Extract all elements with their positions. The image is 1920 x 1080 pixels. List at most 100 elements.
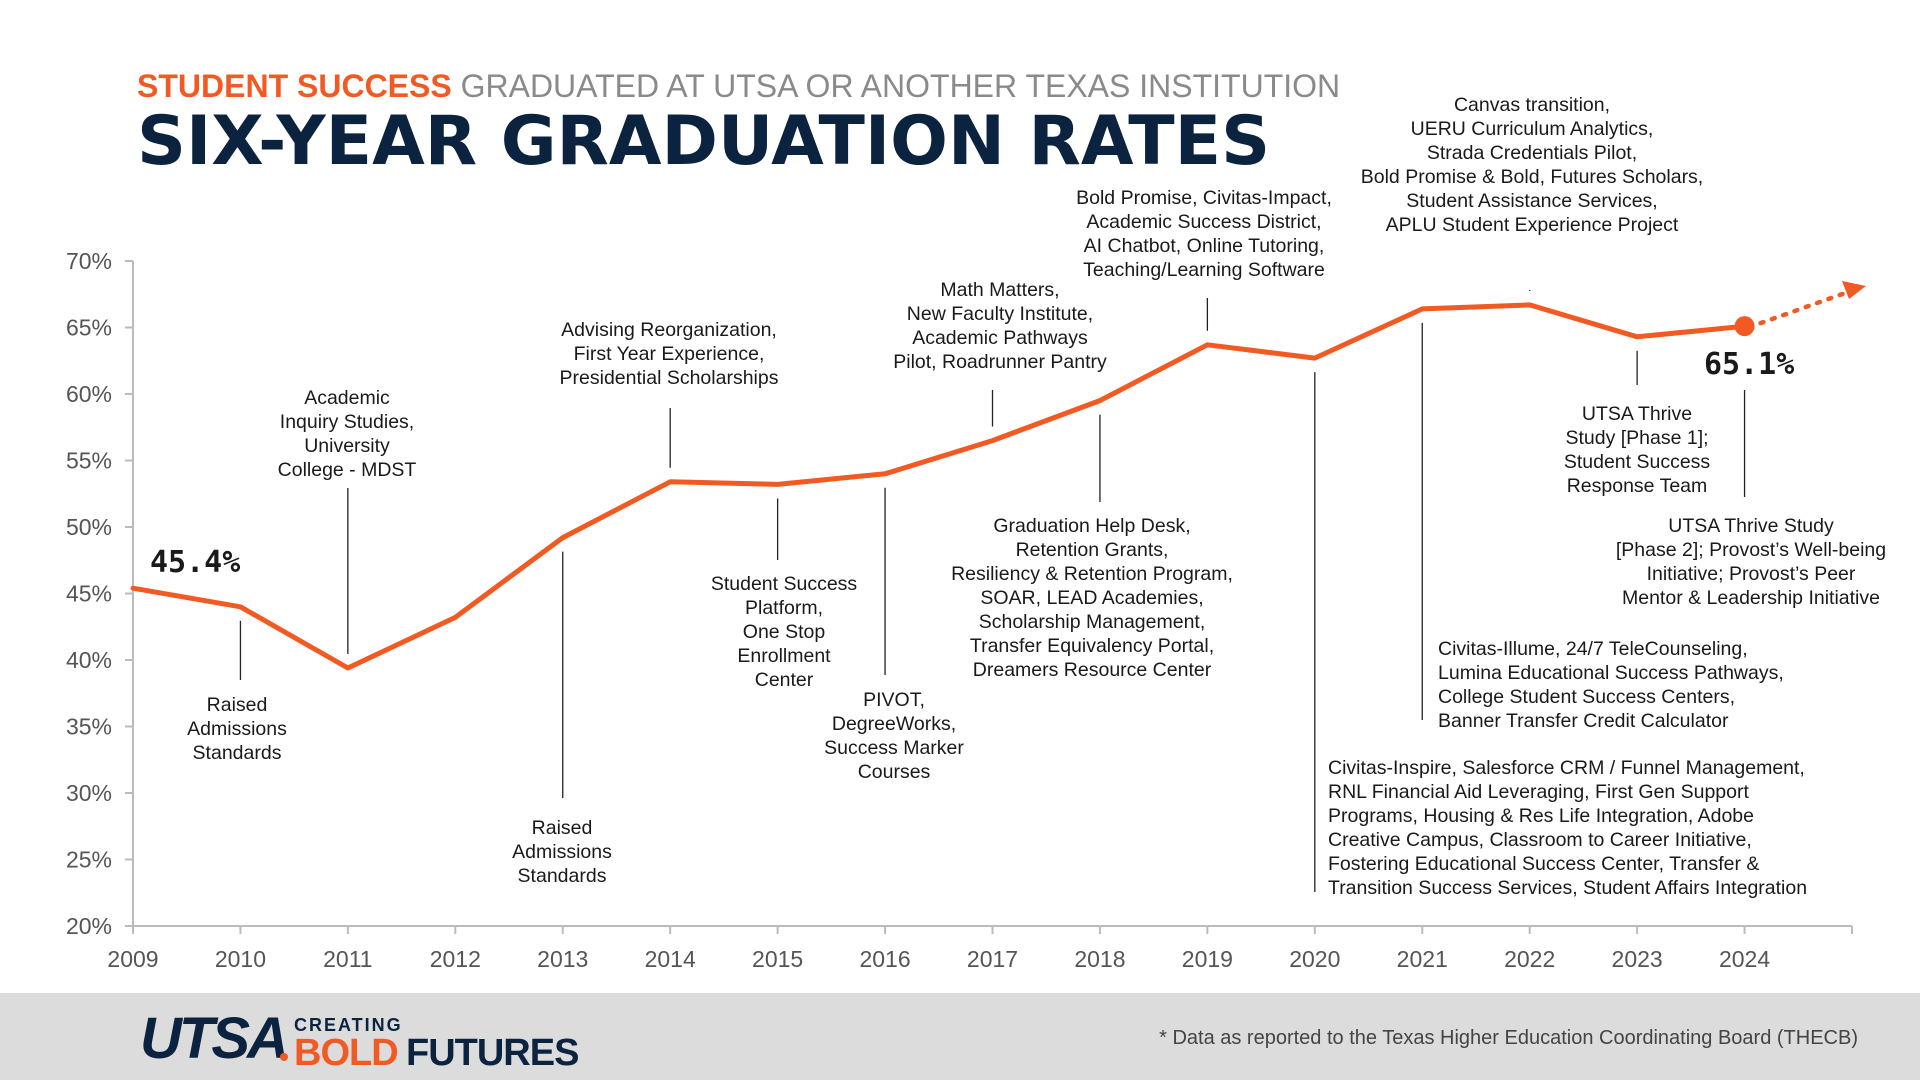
y-tick-label: 50% (66, 514, 112, 540)
logo-creating-text: CREATING (294, 1015, 403, 1035)
data-source-footnote: * Data as reported to the Texas Higher E… (1159, 1027, 1858, 1049)
x-tick-label: 2020 (1289, 946, 1340, 972)
logo-futures-text: FUTURES (406, 1032, 579, 1074)
annotation-text-line: Bold Promise, Civitas-Impact, (1076, 187, 1332, 209)
y-tick-label: 60% (66, 381, 112, 407)
annotation-text-line: Inquiry Studies, (280, 411, 414, 433)
annotation-text-line: UTSA Thrive (1582, 403, 1692, 425)
annotation-text-line: Study [Phase 1]; (1565, 427, 1708, 449)
annotation-text-line: Retention Grants, (1016, 539, 1169, 561)
annotation-text-line: Initiative; Provost’s Peer (1647, 563, 1856, 585)
annotation-text-line: Student Success (1564, 451, 1711, 473)
annotation-text-line: Academic (304, 387, 390, 409)
kicker-accent: STUDENT SUCCESS (137, 68, 452, 104)
annotation-text-line: Platform, (745, 597, 823, 619)
annotation-text-line: Teaching/Learning Software (1083, 259, 1325, 281)
annotation-text-line: Transition Success Services, Student Aff… (1328, 877, 1807, 899)
annotation-text-line: Raised (207, 694, 268, 716)
annotation-text-line: Civitas-Inspire, Salesforce CRM / Funnel… (1328, 757, 1805, 779)
annotation-text-line: Enrollment (737, 645, 831, 667)
annotation-text-line: College Student Success Centers, (1438, 686, 1735, 708)
annotation-text-line: Fostering Educational Success Center, Tr… (1328, 853, 1759, 875)
annotation-text-line: Graduation Help Desk, (993, 515, 1190, 537)
annotation-text-line: University (304, 435, 390, 457)
annotation-text-line: New Faculty Institute, (907, 303, 1093, 325)
trend-arrow-head (1842, 281, 1866, 299)
annotation-text-line: Civitas-Illume, 24/7 TeleCounseling, (1438, 638, 1748, 660)
annotation-text-line: UERU Curriculum Analytics, (1411, 118, 1654, 140)
x-tick-label: 2014 (645, 946, 696, 972)
annotation-text-line: Raised (532, 817, 593, 839)
chart-kicker: STUDENT SUCCESS GRADUATED AT UTSA OR ANO… (137, 66, 1340, 106)
x-tick-label: 2016 (859, 946, 910, 972)
x-tick-label: 2010 (215, 946, 266, 972)
annotation-text-line: APLU Student Experience Project (1386, 214, 1679, 236)
annotation-text-line: Scholarship Management, (979, 611, 1206, 633)
annotation-text-line: Center (755, 669, 814, 691)
annotation-text-line: College - MDST (278, 459, 417, 481)
x-tick-label: 2024 (1719, 946, 1770, 972)
logo-bold-text: BOLD (294, 1032, 399, 1074)
y-tick-label: 25% (66, 847, 112, 873)
annotation-text-line: One Stop (743, 621, 826, 643)
annotation-text-line: Advising Reorganization, (561, 319, 777, 341)
y-tick-label: 65% (66, 315, 112, 341)
annotation-text-line: Academic Success District, (1086, 211, 1321, 233)
annotation-text-line: Mentor & Leadership Initiative (1622, 587, 1880, 609)
annotation-text-line: Standards (518, 865, 607, 887)
annotation-text-line: Lumina Educational Success Pathways, (1438, 662, 1784, 684)
annotation-text-line: Response Team (1567, 475, 1708, 497)
x-tick-label: 2012 (430, 946, 481, 972)
x-tick-label: 2018 (1074, 946, 1125, 972)
annotation-text-line: Math Matters, (940, 279, 1059, 301)
annotation-text-line: UTSA Thrive Study (1668, 515, 1834, 537)
annotation-text-line: SOAR, LEAD Academies, (980, 587, 1203, 609)
y-tick-label: 40% (66, 647, 112, 673)
chart-title: SIX-YEAR GRADUATION RATES (137, 102, 1271, 181)
annotation-text-line: Strada Credentials Pilot, (1427, 142, 1637, 164)
annotation-text-line: Resiliency & Retention Program, (951, 563, 1233, 585)
x-tick-label: 2022 (1504, 946, 1555, 972)
annotation-text-line: Academic Pathways (912, 327, 1088, 349)
graduation-rate-line (130, 302, 1748, 671)
annotation-text-line: AI Chatbot, Online Tutoring, (1084, 235, 1325, 257)
end-value-label: 65.1% (1704, 347, 1794, 382)
annotation-text-line: Programs, Housing & Res Life Integration… (1328, 805, 1754, 827)
annotation-text-line: PIVOT, (863, 689, 925, 711)
y-tick-label: 35% (66, 714, 112, 740)
y-tick-label: 55% (66, 448, 112, 474)
annotation-text-line: [Phase 2]; Provost’s Well-being (1616, 539, 1886, 561)
annotation-text-line: Creative Campus, Classroom to Career Ini… (1328, 829, 1752, 851)
x-tick-label: 2019 (1182, 946, 1233, 972)
x-tick-label: 2017 (967, 946, 1018, 972)
annotation-text-line: Canvas transition, (1454, 94, 1610, 116)
y-tick-label: 30% (66, 780, 112, 806)
annotation-text-line: Student Success (711, 573, 858, 595)
x-tick-label: 2009 (107, 946, 158, 972)
x-tick-label: 2021 (1397, 946, 1448, 972)
graduation-rate-chart: 20% 25% 30% 35% 40% 45% 50% 55% 60% 65% 70% 2009 201… (66, 94, 1886, 972)
logo-utsa-text: UTSA (140, 1006, 289, 1071)
start-value-label: 45.4% (150, 545, 240, 580)
logo-dot (280, 1053, 288, 1061)
x-tick-label: 2011 (323, 946, 372, 972)
y-tick-label: 70% (66, 248, 112, 274)
annotation-text-line: Standards (193, 742, 282, 764)
annotation-text-line: Pilot, Roadrunner Pantry (893, 351, 1107, 373)
kicker-rest: GRADUATED AT UTSA OR ANOTHER TEXAS INSTI… (451, 68, 1341, 104)
annotation-text-line: Admissions (187, 718, 287, 740)
footer-bar (0, 993, 1920, 1080)
annotation-text-line: First Year Experience, (574, 343, 765, 365)
annotation-text-line: Banner Transfer Credit Calculator (1438, 710, 1729, 732)
annotation-text-line: RNL Financial Aid Leveraging, First Gen … (1328, 781, 1749, 803)
y-tick-label: 45% (66, 581, 112, 607)
annotation-text-line: Dreamers Resource Center (973, 659, 1212, 681)
trend-arrow-line (1758, 289, 1851, 326)
x-tick-label: 2015 (752, 946, 803, 972)
annotation-text-line: Student Assistance Services, (1406, 190, 1657, 212)
x-tick-label: 2013 (537, 946, 588, 972)
x-tick-label: 2023 (1612, 946, 1663, 972)
annotation-text-line: Bold Promise & Bold, Futures Scholars, (1361, 166, 1703, 188)
annotation-text-line: Success Marker (824, 737, 964, 759)
y-tick-label: 20% (66, 913, 112, 939)
